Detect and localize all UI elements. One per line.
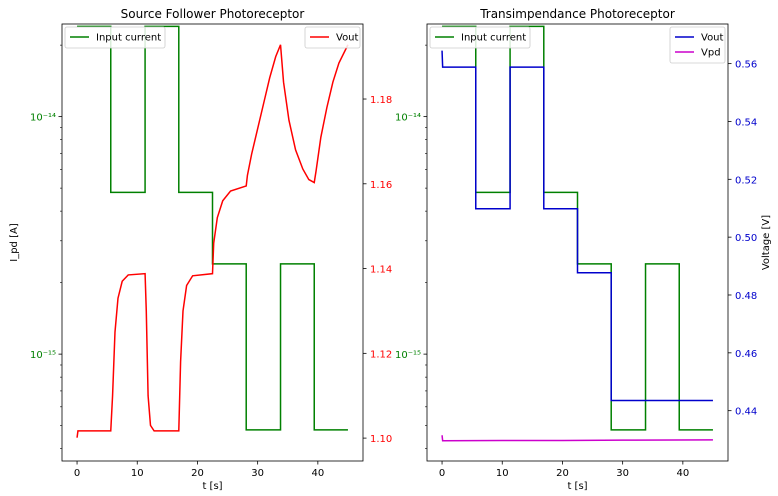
x-axis-label: t [s] xyxy=(202,481,222,492)
right-tick-label: 0.56 xyxy=(735,60,757,71)
right-tick-label: 1.14 xyxy=(370,265,392,276)
x-tick-label: 0 xyxy=(439,468,445,479)
legend-box xyxy=(429,26,531,49)
left-tick-label: 10⁻¹⁴ xyxy=(395,113,421,124)
plot-frame xyxy=(426,23,729,462)
right-tick-label: 0.46 xyxy=(735,349,757,360)
right-tick-label: 0.50 xyxy=(735,233,757,244)
legend-box xyxy=(64,26,166,49)
right-tick-label: 1.18 xyxy=(370,95,392,106)
series-line-vout xyxy=(441,50,713,402)
legend-label: Vout xyxy=(701,33,724,44)
left-tick-label: 10⁻¹⁵ xyxy=(30,350,56,361)
chart-title: Transimpendance Photoreceptor xyxy=(479,7,675,21)
right-tick-label: 0.44 xyxy=(735,407,757,418)
y-axis-label: Voltage [V] xyxy=(761,215,772,270)
legend-upper-right: Vout xyxy=(304,26,361,49)
x-axis-label: t [s] xyxy=(567,481,587,492)
series-line-vpd xyxy=(441,435,713,442)
legend-label: Input current xyxy=(96,33,161,44)
chart-panel-2: 0 10 20 30 40 t [s] 10⁻¹⁴ 10⁻¹⁵ 0.44 0.46 0.48 0.50… xyxy=(395,7,772,492)
legend-upper-left: Input current xyxy=(429,26,531,49)
x-tick-label: 0 xyxy=(74,468,80,479)
x-tick-label: 20 xyxy=(191,468,204,479)
right-tick-label: 1.10 xyxy=(370,434,392,445)
legend-label: Vpd xyxy=(701,48,721,59)
legend-label: Vout xyxy=(336,33,359,44)
x-tick-label: 10 xyxy=(131,468,144,479)
legend-box xyxy=(304,26,361,49)
series-line-input-current xyxy=(77,25,348,431)
right-tick-label: 1.12 xyxy=(370,349,392,360)
y-axis-label: I_pd [A] xyxy=(9,223,20,262)
plot-frame xyxy=(61,23,364,462)
chart-title: Source Follower Photoreceptor xyxy=(121,7,305,21)
x-tick-label: 10 xyxy=(496,468,509,479)
x-tick-label: 40 xyxy=(311,468,324,479)
x-tick-label: 30 xyxy=(616,468,629,479)
legend-label: Input current xyxy=(461,33,526,44)
series-line-vout xyxy=(76,44,349,438)
right-tick-label: 0.48 xyxy=(735,291,757,302)
x-tick-label: 40 xyxy=(676,468,689,479)
x-tick-label: 30 xyxy=(251,468,264,479)
legend-upper-right: Vout Vpd xyxy=(669,26,726,64)
chart-panel-1: 0 10 20 30 40 t [s] 10⁻¹⁴ 10⁻¹⁵ 1.10 1.12 1.14 1.16… xyxy=(9,7,392,492)
right-tick-label: 1.16 xyxy=(370,180,392,191)
right-tick-label: 0.54 xyxy=(735,117,757,128)
left-tick-label: 10⁻¹⁵ xyxy=(395,350,421,361)
right-tick-label: 0.52 xyxy=(735,175,757,186)
left-tick-label: 10⁻¹⁴ xyxy=(30,113,56,124)
x-tick-label: 20 xyxy=(556,468,569,479)
legend-box xyxy=(669,26,726,64)
legend-upper-left: Input current xyxy=(64,26,166,49)
